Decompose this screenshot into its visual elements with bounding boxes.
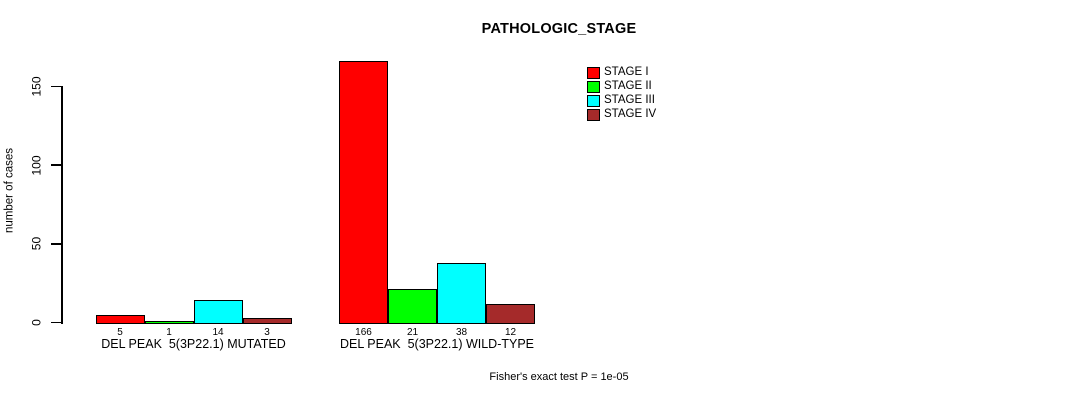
category-label: DEL PEAK 5(3P22.1) WILD-TYPE bbox=[339, 337, 535, 351]
y-tick-label: 100 bbox=[29, 155, 44, 176]
y-tick-mark bbox=[51, 85, 62, 88]
legend-label: STAGE IV bbox=[604, 108, 657, 120]
legend-swatch bbox=[587, 108, 600, 121]
fisher-test-annotation: Fisher's exact test P = 1e-05 bbox=[489, 371, 629, 383]
bar-value-label: 21 bbox=[406, 327, 419, 338]
bar-value-label: 5 bbox=[117, 327, 123, 338]
bar bbox=[144, 320, 194, 324]
legend-label: STAGE III bbox=[604, 94, 655, 106]
legend-label: STAGE II bbox=[604, 80, 652, 92]
bar-value-label: 12 bbox=[504, 327, 517, 338]
legend-label: STAGE I bbox=[604, 66, 649, 78]
bar-value-label: 38 bbox=[455, 327, 468, 338]
y-axis-title: number of cases bbox=[3, 148, 16, 234]
bar bbox=[339, 61, 388, 324]
y-tick-mark bbox=[51, 243, 62, 245]
category-label: DEL PEAK 5(3P22.1) MUTATED bbox=[101, 337, 286, 351]
y-tick-mark bbox=[51, 164, 62, 166]
chart-title: PATHOLOGIC_STAGE bbox=[481, 21, 637, 37]
bar-value-label: 3 bbox=[264, 327, 270, 338]
bar bbox=[193, 300, 243, 324]
y-tick-label: 150 bbox=[29, 76, 44, 97]
bar-value-label: 1 bbox=[166, 327, 172, 338]
legend-swatch bbox=[587, 94, 600, 107]
legend-swatch bbox=[587, 80, 600, 93]
bar bbox=[437, 262, 486, 324]
y-tick-label: 50 bbox=[29, 237, 44, 251]
bar bbox=[388, 289, 437, 324]
bar bbox=[95, 314, 145, 324]
bar-value-label: 166 bbox=[355, 327, 372, 338]
bar bbox=[242, 317, 292, 324]
legend-swatch bbox=[587, 66, 600, 79]
y-tick-mark bbox=[51, 321, 62, 324]
y-axis-line bbox=[61, 86, 63, 324]
y-tick-label: 0 bbox=[29, 319, 44, 326]
bar bbox=[486, 303, 535, 324]
bar-value-label: 14 bbox=[212, 327, 224, 338]
